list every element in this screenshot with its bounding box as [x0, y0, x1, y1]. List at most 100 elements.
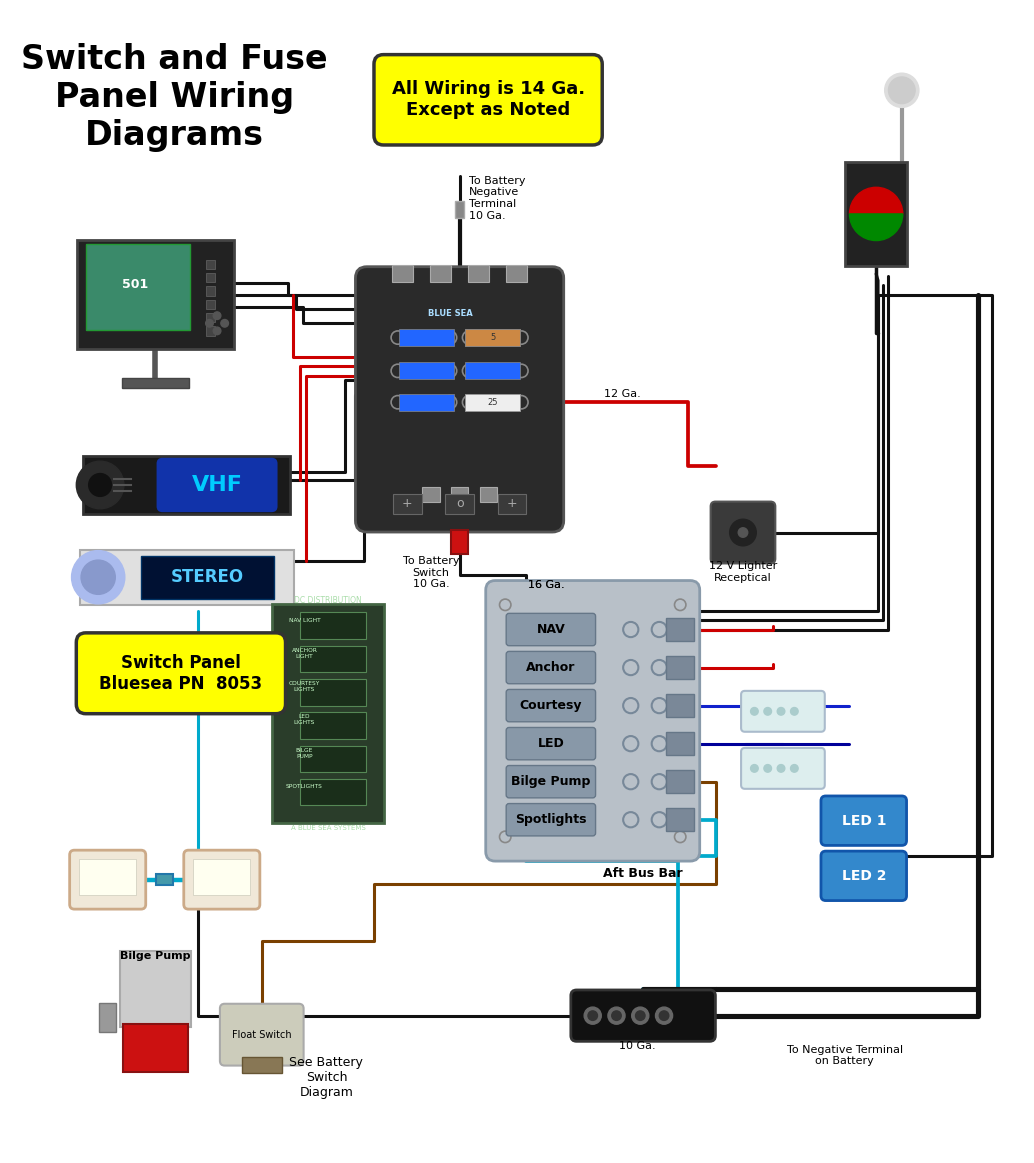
Circle shape: [730, 519, 756, 545]
Text: To Negative Terminal
on Battery: To Negative Terminal on Battery: [787, 1044, 903, 1066]
Text: 10 Ga.: 10 Ga.: [619, 1041, 656, 1051]
Bar: [446, 494, 474, 514]
FancyBboxPatch shape: [571, 990, 716, 1041]
FancyBboxPatch shape: [821, 851, 907, 900]
Text: 25: 25: [488, 398, 498, 407]
Text: To Battery
Switch
10 Ga.: To Battery Switch 10 Ga.: [403, 556, 459, 590]
FancyBboxPatch shape: [507, 804, 596, 836]
FancyBboxPatch shape: [507, 690, 596, 722]
Text: A BLUE SEA SYSTEMS: A BLUE SEA SYSTEMS: [291, 826, 366, 832]
Bar: [666, 656, 695, 679]
Bar: [206, 313, 215, 322]
Text: 5: 5: [490, 333, 495, 342]
Text: All Wiring is 14 Ga.
Except as Noted: All Wiring is 14 Ga. Except as Noted: [392, 80, 584, 119]
Circle shape: [660, 1011, 669, 1020]
FancyBboxPatch shape: [220, 1004, 304, 1065]
Bar: [77, 240, 234, 349]
Circle shape: [636, 1011, 645, 1020]
Circle shape: [656, 1007, 672, 1025]
Circle shape: [612, 1011, 621, 1020]
Bar: [845, 162, 907, 266]
Bar: [123, 1025, 187, 1072]
Text: STEREO: STEREO: [171, 569, 244, 586]
Text: 16 Ga.: 16 Ga.: [528, 580, 565, 590]
Text: 501: 501: [122, 278, 148, 291]
Circle shape: [791, 764, 798, 772]
Bar: [451, 487, 468, 502]
Circle shape: [89, 473, 112, 497]
Bar: [497, 494, 526, 514]
Bar: [423, 487, 439, 502]
Text: See Battery
Switch
Diagram: See Battery Switch Diagram: [290, 1056, 363, 1099]
Circle shape: [751, 707, 758, 715]
Circle shape: [738, 528, 748, 537]
Text: ANCHOR
LIGHT: ANCHOR LIGHT: [292, 648, 317, 658]
Bar: [86, 244, 190, 330]
Bar: [80, 550, 294, 605]
FancyBboxPatch shape: [821, 795, 907, 846]
Bar: [242, 1057, 281, 1072]
Bar: [300, 779, 366, 806]
Bar: [666, 618, 695, 641]
Circle shape: [764, 707, 771, 715]
Wedge shape: [850, 214, 903, 241]
Bar: [465, 329, 520, 347]
Circle shape: [588, 1011, 598, 1020]
FancyBboxPatch shape: [374, 55, 602, 145]
Bar: [455, 200, 464, 217]
Bar: [120, 951, 191, 1027]
Bar: [465, 393, 520, 411]
Text: Float Switch: Float Switch: [232, 1029, 292, 1040]
FancyBboxPatch shape: [507, 765, 596, 798]
Text: Bilge Pump: Bilge Pump: [120, 950, 190, 961]
Bar: [666, 770, 695, 793]
Bar: [465, 329, 520, 347]
Bar: [206, 259, 215, 269]
Text: 12 V Lighter
Receptical: 12 V Lighter Receptical: [709, 561, 778, 583]
Circle shape: [77, 462, 124, 508]
Bar: [399, 363, 454, 379]
Circle shape: [81, 561, 116, 594]
FancyBboxPatch shape: [507, 651, 596, 684]
Circle shape: [213, 312, 221, 320]
Text: SPOTLIGHTS: SPOTLIGHTS: [286, 784, 323, 789]
Circle shape: [632, 1007, 648, 1025]
Text: LED: LED: [538, 737, 565, 750]
FancyBboxPatch shape: [356, 266, 564, 531]
Bar: [392, 265, 413, 283]
Circle shape: [778, 764, 785, 772]
Bar: [430, 265, 451, 283]
Text: NAV: NAV: [537, 623, 566, 636]
Bar: [465, 363, 520, 379]
Bar: [666, 733, 695, 755]
Text: LED
LIGHTS: LED LIGHTS: [294, 714, 315, 726]
Bar: [666, 808, 695, 832]
Text: LED 1: LED 1: [842, 814, 886, 828]
Bar: [206, 273, 215, 283]
Bar: [80, 858, 136, 894]
Bar: [193, 858, 250, 894]
Bar: [468, 265, 489, 283]
Bar: [99, 1004, 116, 1032]
Text: DC DISTRIBUTION: DC DISTRIBUTION: [295, 595, 362, 605]
Circle shape: [206, 320, 213, 327]
FancyBboxPatch shape: [507, 613, 596, 645]
Bar: [272, 604, 385, 822]
Circle shape: [213, 327, 221, 335]
Bar: [122, 378, 188, 388]
Text: Switch and Fuse
Panel Wiring
Diagrams: Switch and Fuse Panel Wiring Diagrams: [21, 43, 328, 152]
Bar: [465, 393, 520, 411]
Text: +: +: [402, 498, 413, 511]
Circle shape: [221, 320, 229, 327]
Circle shape: [778, 707, 785, 715]
Bar: [451, 529, 468, 555]
Wedge shape: [850, 187, 903, 214]
Bar: [666, 694, 695, 718]
FancyBboxPatch shape: [507, 728, 596, 759]
Text: +: +: [507, 498, 517, 511]
FancyBboxPatch shape: [741, 691, 825, 732]
FancyBboxPatch shape: [77, 633, 285, 714]
Bar: [507, 265, 527, 283]
Bar: [156, 873, 174, 885]
Text: 16 Ga.: 16 Ga.: [528, 580, 565, 590]
